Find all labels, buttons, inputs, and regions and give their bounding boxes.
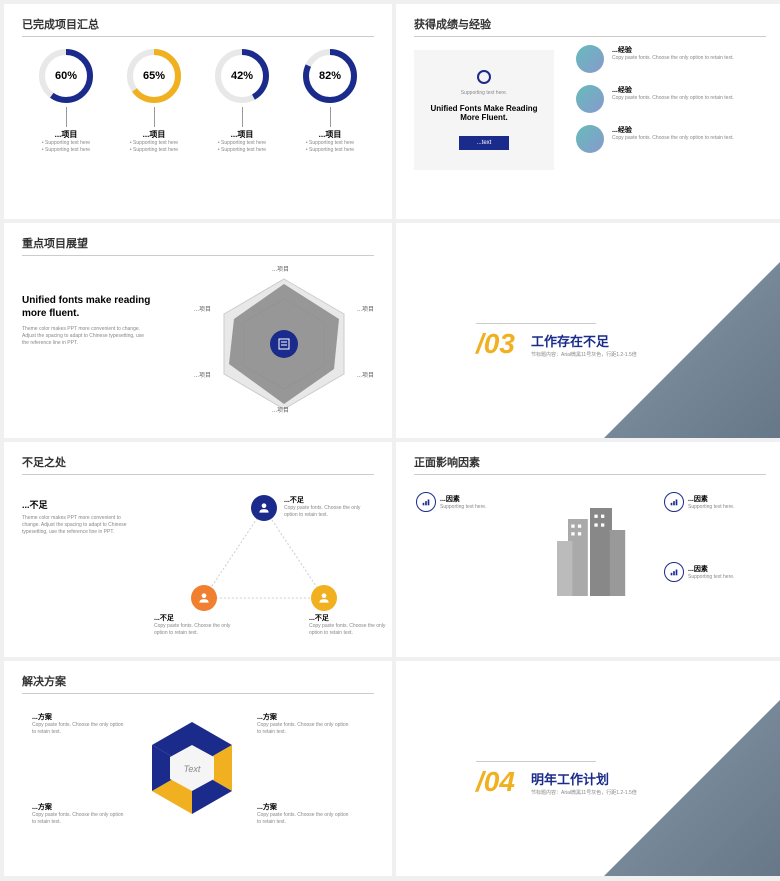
node-text: ...不足Copy paste fonts. Choose the only o… [154,613,244,636]
logo-icon [477,70,491,84]
radar-label: ...项目 [194,370,211,379]
experience-item: ...经验Copy paste fonts. Choose the only o… [576,45,766,73]
bg-image [604,258,780,438]
progress-ring: 42% [213,47,271,105]
desc: Theme color makes PPT more convenient to… [22,326,152,347]
radar-label: ...项目 [272,405,289,414]
svg-text:Text: Text [184,764,201,774]
section-sub: 节标题内容：Arial微黑11号灰色，行距1.2-1.5倍 [531,351,637,358]
radar-label: ...项目 [357,304,374,313]
item-heading: ...经验 [612,125,734,135]
experience-list: ...经验Copy paste fonts. Choose the only o… [576,45,766,165]
thumbnail [576,125,604,153]
ring-item: 65% ...项目 • Supporting text here• Suppor… [119,47,189,153]
node-text: ...不足Copy paste fonts. Choose the only o… [284,495,374,518]
project-sub: • Supporting text here• Supporting text … [119,140,189,153]
project-label: ...项目 [207,129,277,140]
slide-title: 获得成绩与经验 [414,16,766,37]
building-icon [535,497,645,612]
slide-7: 解决方案 Text ...方案Copy paste fonts. Choose … [4,661,392,876]
node-text: ...不足Copy paste fonts. Choose the only o… [309,613,392,636]
slide-title: 正面影响因素 [414,454,766,475]
radar-chart: ...项目 ...项目 ...项目 ...项目 ...项目 ...项目 [194,264,374,414]
ring-item: 42% ...项目 • Supporting text here• Suppor… [207,47,277,153]
experience-item: ...经验Copy paste fonts. Choose the only o… [576,125,766,153]
project-sub: • Supporting text here• Supporting text … [207,140,277,153]
project-label: ...项目 [295,129,365,140]
slide-4-divider: /03 工作存在不足 节标题内容：Arial微黑11号灰色，行距1.2-1.5倍 [396,223,780,438]
progress-ring: 60% [37,47,95,105]
radar-label: ...项目 [194,304,211,313]
text-button[interactable]: ...text [459,136,510,150]
ring-item: 82% ...项目 • Supporting text here• Suppor… [295,47,365,153]
factor-icon [664,562,684,582]
slide-1: 已完成项目汇总 60% ...项目 • Supporting text here… [4,4,392,219]
slide-title: 重点项目展望 [22,235,374,256]
slide-6: 正面影响因素 ...因素Supporting text here. ...因素S… [396,442,780,657]
slide-5: 不足之处 ...不足 Theme color makes PPT more co… [4,442,392,657]
radar-label: ...项目 [357,370,374,379]
slide-title: 已完成项目汇总 [22,16,374,37]
item-heading: ...经验 [612,45,734,55]
left-text: Unified fonts make reading more fluent. … [22,294,152,347]
plan-text: ...方案Copy paste fonts. Choose the only o… [257,802,352,825]
node-icon [251,495,277,521]
ring-row: 60% ...项目 • Supporting text here• Suppor… [22,47,374,153]
slide-3: 重点项目展望 Unified fonts make reading more f… [4,223,392,438]
section-number: /04 [476,766,515,798]
hexagon-diagram: Text ...方案Copy paste fonts. Choose the o… [22,702,362,852]
plan-text: ...方案Copy paste fonts. Choose the only o… [32,712,127,735]
factor-item: ...因素Supporting text here. [416,492,516,512]
node-icon [311,585,337,611]
progress-ring: 65% [125,47,183,105]
plan-text: ...方案Copy paste fonts. Choose the only o… [257,712,352,735]
left-panel: Supporting text here. Unified Fonts Make… [414,50,554,170]
slide-title: 不足之处 [22,454,374,475]
thumbnail [576,45,604,73]
factor-icon [664,492,684,512]
factor-icon [416,492,436,512]
section-sub: 节标题内容：Arial微黑11号灰色，行距1.2-1.5倍 [531,789,637,796]
item-heading: ...经验 [612,85,734,95]
section-title: 明年工作计划 [531,769,609,788]
experience-item: ...经验Copy paste fonts. Choose the only o… [576,85,766,113]
factor-item: ...因素Supporting text here. [664,492,764,512]
left-text: ...不足 Theme color makes PPT more conveni… [22,498,132,536]
percentage: 65% [143,70,165,82]
radar-label: ...项目 [272,264,289,273]
triangle-diagram: ...不足Copy paste fonts. Choose the only o… [154,483,374,633]
factor-item: ...因素Supporting text here. [664,562,764,582]
percentage: 42% [231,70,253,82]
heading: Unified fonts make reading more fluent. [22,294,152,320]
section-title: 工作存在不足 [531,331,609,350]
main-text: Unified Fonts Make Reading More Fluent. [424,104,544,122]
plan-text: ...方案Copy paste fonts. Choose the only o… [32,802,127,825]
project-label: ...项目 [31,129,101,140]
heading: ...不足 [22,498,132,511]
project-label: ...项目 [119,129,189,140]
section-number: /03 [476,328,515,360]
percentage: 60% [55,70,77,82]
node-icon [191,585,217,611]
slide-title: 解决方案 [22,673,374,694]
line [476,323,596,324]
bg-image [604,696,780,876]
slide-8-divider: /04 明年工作计划 节标题内容：Arial微黑11号灰色，行距1.2-1.5倍 [396,661,780,876]
line [476,761,596,762]
thumbnail [576,85,604,113]
progress-ring: 82% [301,47,359,105]
slide-grid: 已完成项目汇总 60% ...项目 • Supporting text here… [4,4,780,876]
item-desc: Copy paste fonts. Choose the only option… [612,135,734,141]
item-desc: Copy paste fonts. Choose the only option… [612,95,734,101]
percentage: 82% [319,70,341,82]
desc: Theme color makes PPT more convenient to… [22,515,132,536]
project-sub: • Supporting text here• Supporting text … [31,140,101,153]
slide-2: 获得成绩与经验 Supporting text here. Unified Fo… [396,4,780,219]
item-desc: Copy paste fonts. Choose the only option… [612,55,734,61]
project-sub: • Supporting text here• Supporting text … [295,140,365,153]
ring-item: 60% ...项目 • Supporting text here• Suppor… [31,47,101,153]
subtitle: Supporting text here. [424,90,544,96]
